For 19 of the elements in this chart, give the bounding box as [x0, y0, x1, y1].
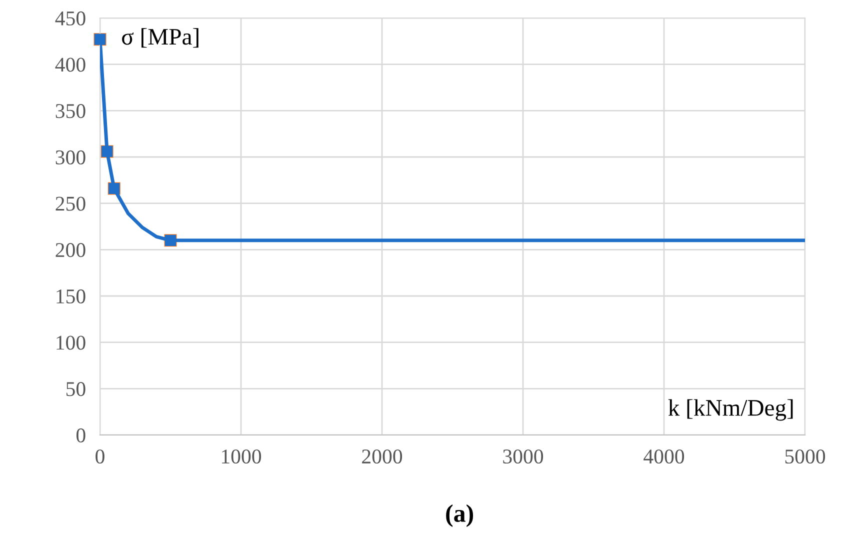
x-tick-label: 1000 — [222, 449, 262, 464]
x-axis-title: k [kNm/Deg] — [668, 399, 793, 421]
x-tick-label: 2000 — [362, 449, 402, 464]
y-tick-label: 400 — [55, 58, 86, 72]
x-tick-label: 3000 — [503, 449, 544, 464]
y-tick-label: 250 — [56, 196, 86, 211]
y-tick-label: 300 — [56, 150, 86, 164]
x-tick-label: 0 — [96, 449, 104, 464]
y-tick-label: 350 — [56, 104, 86, 118]
x-tick-label: 4000 — [644, 449, 684, 464]
text: (a) — [446, 504, 474, 528]
y-tick-label: 150 — [56, 289, 86, 304]
y-axis-title: σ [MPa] — [122, 28, 198, 48]
y-tick-label: 50 — [66, 382, 86, 396]
y-tick-label: 100 — [56, 336, 86, 350]
y-tick-label: 0 — [76, 428, 86, 442]
x-tick-label: 5000 — [785, 449, 826, 464]
y-tick-label: 450 — [55, 11, 86, 26]
y-tick-label: 200 — [56, 243, 86, 258]
